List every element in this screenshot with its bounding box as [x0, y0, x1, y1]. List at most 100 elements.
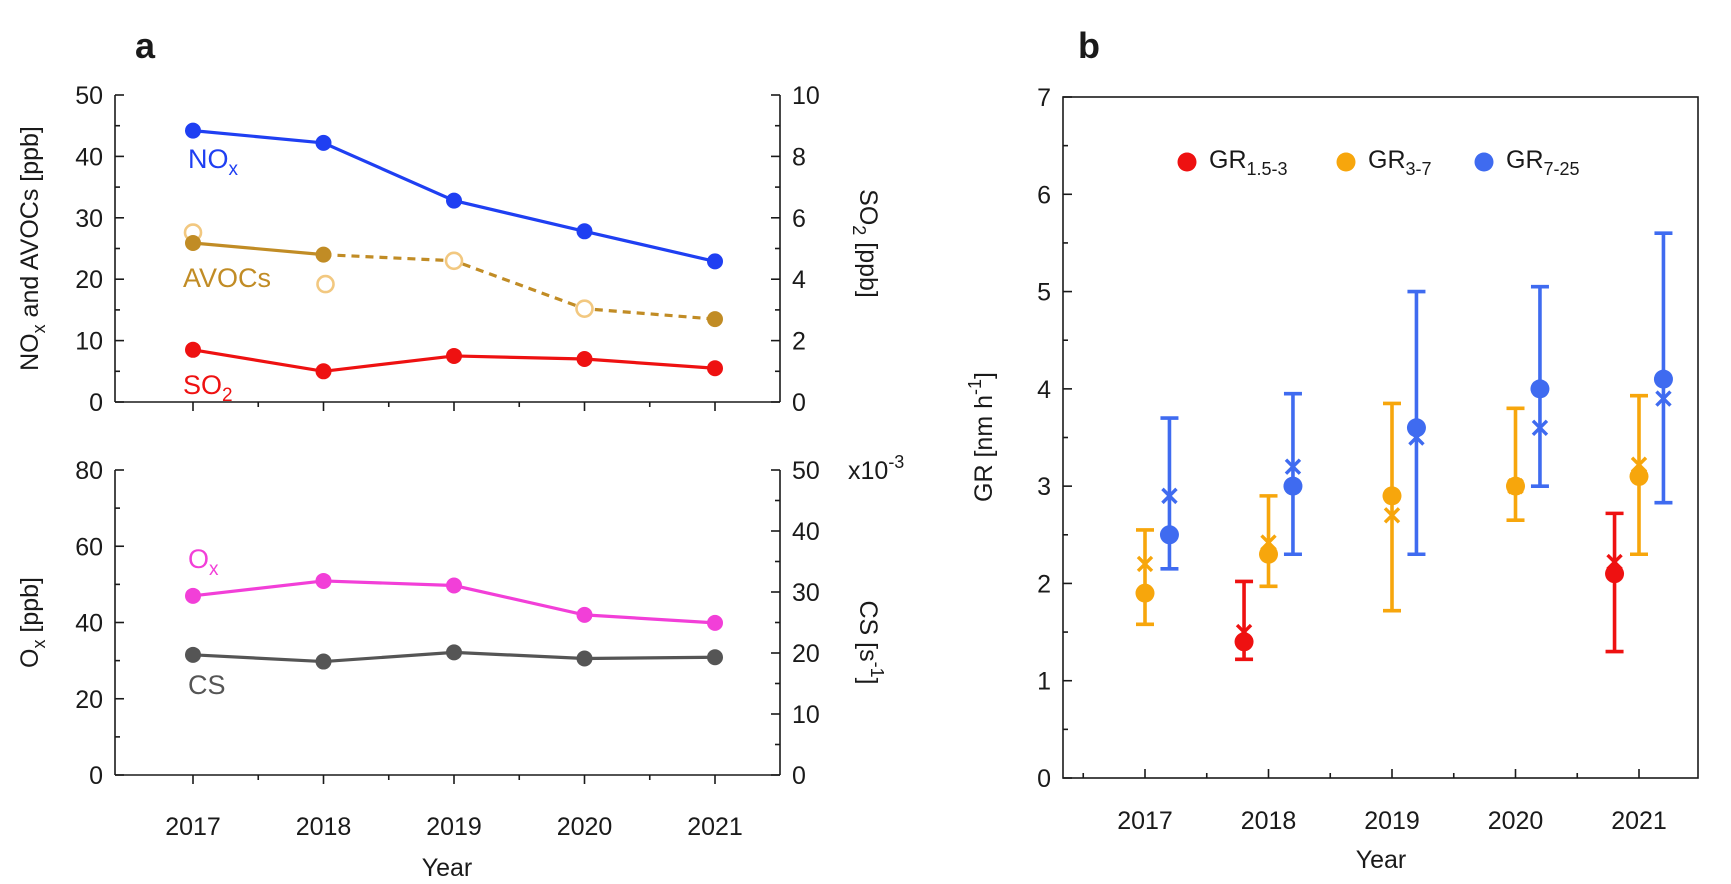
x-tick-label: 2021	[1611, 807, 1667, 835]
mean-marker	[1629, 466, 1649, 486]
series-label-nox: NOx	[188, 144, 239, 180]
series-gr1.5-3	[1234, 511, 1625, 662]
data-point	[315, 246, 332, 263]
median-marker	[1284, 458, 1302, 475]
data-point	[707, 614, 723, 631]
data-point	[446, 644, 462, 661]
mean-marker	[1259, 544, 1278, 564]
y-right-tick-label: 0	[792, 762, 806, 790]
y-right-tick-label: 30	[792, 579, 820, 607]
series-gr7-25	[1159, 231, 1673, 571]
y-left-tick-label: 10	[75, 328, 103, 356]
data-point	[707, 360, 723, 377]
panel-label-b: b	[1078, 25, 1100, 66]
legend-item-gr7-25: GR7-25	[1474, 146, 1580, 179]
y-right-exponent-label: x10-3	[848, 452, 904, 485]
series-label-cs: CS	[188, 670, 226, 700]
series-label-ox: Ox	[188, 544, 219, 580]
panel-a-bottom-plot: 0 20 40 60 80 0 10 20 30 40 50 2017 2018 2019 2020 2021…	[16, 452, 904, 841]
series-gr3-7	[1135, 393, 1649, 627]
panel-b: 0 1 2 3 4 5 6 7 2017 2018 2019 2020 2021 GR [nm h-1] Y…	[965, 84, 1699, 874]
y-left-tick-label: 60	[75, 533, 103, 561]
y-left-tick-label: 20	[75, 266, 103, 294]
x-tick-label: 2021	[687, 813, 743, 841]
data-point	[185, 587, 201, 604]
panel-a-top-plot: 0 10 20 30 40 50 0 2 4 6 8 10 NOx and AVOCs [ppb] SO2…	[16, 82, 882, 417]
y-left-tick-label: 80	[75, 457, 103, 485]
y-right-tick-label: 10	[792, 82, 820, 110]
median-marker	[1655, 390, 1672, 407]
y-left-tick-label: 40	[75, 610, 103, 638]
y-right-tick-label: 10	[792, 701, 820, 729]
y-right-tick-label: 20	[792, 640, 820, 668]
y-right-tick-label: 6	[792, 205, 806, 233]
mean-marker	[1234, 632, 1254, 652]
series-label-avocs: AVOCs	[183, 263, 271, 293]
series-cs	[185, 644, 723, 670]
panel-label-a: a	[135, 25, 156, 66]
data-point	[576, 223, 593, 240]
open-marker	[575, 299, 594, 318]
series-avocs	[183, 223, 723, 328]
y-left-tick-label: 30	[75, 205, 103, 233]
series-so2	[185, 341, 723, 380]
legend-item-gr1.5-3: GR1.5-3	[1177, 146, 1288, 179]
x-tick-label: 2018	[296, 813, 352, 841]
y-left-tick-label: 0	[89, 762, 103, 790]
x-axis-label: Year	[422, 854, 473, 882]
y-tick-label: 6	[1037, 181, 1051, 209]
data-point	[446, 192, 462, 209]
legend-label: GR7-25	[1506, 146, 1580, 179]
y-right-tick-label: 4	[792, 266, 806, 294]
x-tick-label: 2017	[1117, 807, 1173, 835]
y-right-tick-label: 0	[792, 389, 806, 417]
y-tick-label: 4	[1037, 376, 1051, 404]
mean-marker	[1135, 583, 1155, 603]
x-tick-label: 2017	[165, 813, 221, 841]
y-left-tick-label: 50	[75, 82, 103, 110]
y-right-axis-label: CS [s-1]	[854, 600, 887, 684]
y-right-tick-label: 8	[792, 143, 806, 171]
data-point	[315, 134, 332, 151]
mean-marker	[1653, 369, 1673, 389]
mean-marker	[1382, 486, 1402, 506]
mean-marker	[1506, 476, 1525, 496]
mean-marker	[1406, 418, 1426, 438]
y-tick-label: 3	[1037, 473, 1051, 501]
y-right-axis-label: SO2 [ppb]	[849, 189, 882, 298]
data-point	[185, 341, 201, 358]
y-tick-label: 2	[1037, 570, 1051, 598]
median-marker	[1136, 555, 1154, 573]
mean-marker	[1283, 476, 1303, 496]
x-tick-label: 2020	[557, 813, 613, 841]
y-left-tick-label: 40	[75, 143, 103, 171]
plot-frame	[1062, 96, 1699, 779]
legend-label: GR1.5-3	[1209, 146, 1288, 179]
data-point	[315, 653, 332, 670]
data-point	[707, 649, 723, 666]
data-point	[576, 606, 593, 623]
open-marker	[316, 274, 335, 294]
data-point	[185, 122, 201, 139]
y-left-axis-label: NOx and AVOCs [ppb]	[16, 126, 49, 371]
legend-marker	[1336, 152, 1356, 172]
legend-marker	[1474, 152, 1494, 172]
series-nox	[185, 122, 723, 270]
y-right-tick-label: 40	[792, 518, 820, 546]
data-point	[315, 572, 332, 589]
legend: GR1.5-3 GR3-7 GR7-25	[1177, 146, 1580, 179]
y-axis-label: GR [nm h-1]	[965, 372, 998, 502]
y-right-tick-label: 2	[792, 328, 806, 356]
data-point	[446, 347, 462, 364]
data-point	[185, 646, 201, 663]
y-right-tick-label: 50	[792, 457, 820, 485]
series-ox	[185, 572, 723, 631]
y-tick-label: 7	[1037, 84, 1051, 112]
data-point	[707, 311, 723, 328]
y-left-axis-label: Ox [ppb]	[16, 577, 49, 668]
data-point	[576, 351, 593, 368]
x-tick-label: 2018	[1241, 807, 1297, 835]
median-marker	[1383, 507, 1401, 524]
mean-marker	[1605, 564, 1625, 584]
